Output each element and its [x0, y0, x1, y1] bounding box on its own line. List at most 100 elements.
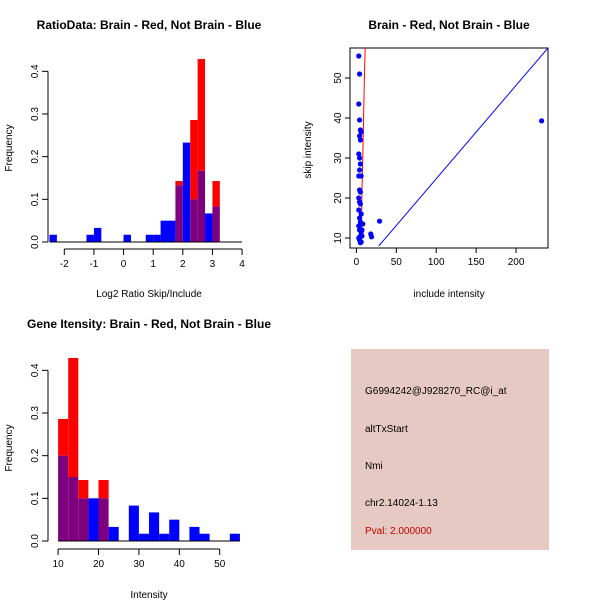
ratio-x-tick-label: 1: [150, 259, 156, 270]
intensity-bar-overlap: [98, 498, 109, 541]
intensity-bar-not-brain: [169, 519, 180, 541]
ratio-bar-brain: [190, 119, 198, 200]
intensity-y-tick-label: 0.4: [30, 363, 41, 377]
intensity-bar-not-brain: [159, 533, 170, 541]
ratio-histogram-title: RatioData: Brain - Red, Not Brain - Blue: [37, 18, 262, 32]
ratio-bar-overlap: [212, 206, 220, 242]
ratio-x-tick-label: -1: [89, 259, 98, 270]
intensity-x-tick-label: 10: [53, 559, 65, 570]
scatter-point: [356, 195, 362, 201]
ratio-bar-not-brain: [86, 234, 94, 242]
ratio-bar-not-brain: [145, 234, 154, 242]
scatter-y-tick-label: 50: [333, 72, 344, 84]
scatter-point: [368, 234, 375, 240]
ratio-bar-not-brain: [123, 234, 131, 242]
scatter-point: [356, 155, 363, 161]
ratio-bar-not-brain: [160, 220, 168, 242]
scatter-point: [356, 223, 362, 229]
scatter-point: [359, 233, 365, 239]
scatter-x-tick-label: 100: [428, 257, 445, 268]
ratio-y-tick-label: 0.0: [30, 235, 41, 249]
intensity-bar-brain: [68, 357, 79, 477]
scatter-ylabel: skip intensity: [303, 121, 314, 178]
intensity-y-tick-label: 0.3: [30, 406, 41, 420]
scatter-point: [358, 173, 364, 179]
ratio-bar-not-brain: [49, 234, 57, 242]
intensity-y-tick-label: 0.1: [30, 491, 41, 505]
intensity-x-tick-label: 20: [93, 559, 105, 570]
scatter-point: [358, 211, 364, 217]
scatter-x-tick-label: 150: [468, 257, 485, 268]
scatter-title: Brain - Red, Not Brain - Blue: [368, 18, 530, 32]
intensity-bar-not-brain: [108, 526, 119, 541]
scatter-point: [356, 133, 363, 139]
scatter-xlabel: include intensity: [413, 289, 484, 300]
intensity-x-tick-label: 40: [174, 559, 186, 570]
intensity-histogram-xlabel: Intensity: [130, 590, 167, 600]
intensity-bar-brain: [78, 479, 89, 499]
scatter-point: [376, 218, 383, 224]
scatter-point: [360, 221, 366, 227]
scatter-point: [356, 167, 363, 173]
intensity-x-tick-label: 50: [214, 559, 226, 570]
ratio-histogram-ylabel: Frequency: [4, 124, 15, 171]
identity-line: [378, 48, 548, 247]
ratio-histogram-panel: RatioData: Brain - Red, Not Brain - Blue…: [4, 18, 262, 300]
intensity-bar-not-brain: [128, 505, 139, 541]
ratio-bar-brain: [175, 180, 183, 186]
scatter-point: [357, 161, 363, 167]
intensity-histogram-title: Gene Itensity: Brain - Red, Not Brain - …: [27, 317, 271, 331]
scatter-point: [539, 118, 545, 124]
intensity-bar-not-brain: [149, 512, 160, 541]
ratio-bar-overlap: [190, 199, 198, 242]
scatter-y-tick-label: 20: [333, 192, 344, 204]
scatter-plot-area: [356, 48, 548, 247]
scatter-point: [357, 189, 363, 195]
ratio-bar-not-brain: [182, 142, 191, 242]
intensity-bar-overlap: [78, 498, 89, 541]
ratio-bar-not-brain: [168, 220, 176, 242]
intensity-bar-overlap: [68, 477, 79, 541]
ratio-x-tick-label: 2: [180, 259, 186, 270]
ratio-bar-brain: [197, 58, 206, 171]
gene-info-panel: G6994242@J928270_RC@i_at altTxStart Nmi …: [351, 349, 549, 550]
scatter-point: [356, 117, 363, 123]
intensity-bar-not-brain: [189, 526, 200, 541]
ratio-y-tick-label: 0.1: [30, 192, 41, 206]
intensity-histogram-ylabel: Frequency: [4, 424, 15, 471]
intensity-bar-not-brain: [229, 533, 240, 541]
intensity-bar-not-brain: [138, 533, 150, 541]
gene-id: G6994242@J928270_RC@i_at: [365, 386, 507, 397]
scatter-x-tick-label: 200: [508, 257, 525, 268]
scatter-y-tick-label: 10: [333, 232, 344, 244]
intensity-x-tick-label: 30: [133, 559, 145, 570]
gene-label: Nmi: [365, 461, 383, 472]
ratio-bar-not-brain: [153, 234, 161, 242]
scatter-y-tick-label: 30: [333, 152, 344, 164]
scatter-point: [356, 101, 362, 107]
ratio-x-tick-label: 4: [239, 259, 245, 270]
scatter-point: [357, 240, 363, 246]
scatter-x-tick-label: 0: [354, 257, 360, 268]
scatter-point: [356, 71, 363, 77]
intensity-y-tick-label: 0.0: [30, 534, 41, 548]
scatter-point: [357, 201, 363, 207]
intensity-bar-overlap: [58, 455, 69, 541]
scatter-point: [357, 137, 363, 143]
scatter-x-tick-label: 50: [391, 257, 403, 268]
p-value: Pval: 2.000000: [365, 526, 432, 537]
intensity-bar-not-brain: [199, 533, 210, 541]
genomic-location: chr2.14024-1.13: [365, 498, 438, 509]
ratio-x-tick-label: 3: [210, 259, 216, 270]
scatter-point: [359, 227, 365, 233]
ratio-bar-not-brain: [205, 213, 213, 242]
intensity-bar-not-brain: [88, 498, 99, 541]
ratio-bar-brain: [212, 180, 220, 207]
ratio-x-tick-label: -2: [60, 259, 69, 270]
ratio-bar-not-brain: [93, 227, 102, 242]
scatter-point: [356, 151, 362, 157]
intensity-bar-brain: [58, 418, 69, 456]
intensity-histogram-panel: Gene Itensity: Brain - Red, Not Brain - …: [4, 317, 271, 600]
ratio-y-tick-label: 0.2: [30, 149, 41, 163]
scatter-point: [356, 207, 362, 213]
